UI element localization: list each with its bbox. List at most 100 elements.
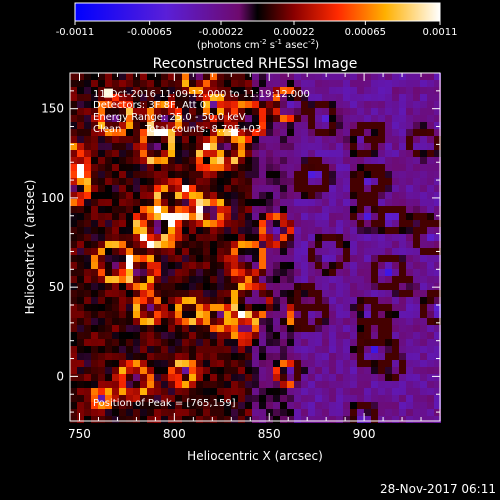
heatmap-pixel [98, 143, 105, 150]
heatmap-pixel [245, 409, 252, 416]
heatmap-pixel [70, 367, 77, 374]
heatmap-pixel [84, 304, 91, 311]
heatmap-pixel [245, 178, 252, 185]
heatmap-pixel [357, 332, 364, 339]
heatmap-pixel [105, 325, 112, 332]
heatmap-pixel [133, 339, 140, 346]
heatmap-pixel [420, 73, 427, 80]
heatmap-pixel [140, 164, 147, 171]
heatmap-pixel [105, 290, 112, 297]
heatmap-pixel [154, 367, 161, 374]
heatmap-pixel [378, 381, 385, 388]
heatmap-pixel [301, 122, 308, 129]
heatmap-pixel [434, 199, 441, 206]
heatmap-pixel [98, 150, 105, 157]
heatmap-pixel [210, 339, 217, 346]
heatmap-pixel [147, 101, 154, 108]
heatmap-pixel [196, 129, 203, 136]
heatmap-pixel [343, 332, 350, 339]
heatmap-pixel [322, 311, 329, 318]
heatmap-pixel [91, 409, 98, 416]
heatmap-pixel [140, 108, 147, 115]
heatmap-pixel [224, 241, 231, 248]
heatmap-pixel [399, 171, 406, 178]
heatmap-pixel [196, 143, 203, 150]
heatmap-pixel [245, 283, 252, 290]
heatmap-pixel [112, 234, 119, 241]
heatmap-pixel [336, 199, 343, 206]
heatmap-pixel [315, 115, 322, 122]
heatmap-pixel [98, 227, 105, 234]
heatmap-pixel [357, 381, 364, 388]
heatmap-pixel [252, 283, 259, 290]
heatmap-pixel [91, 171, 98, 178]
heatmap-pixel [364, 94, 371, 101]
heatmap-pixel [322, 150, 329, 157]
heatmap-pixel [133, 290, 140, 297]
heatmap-pixel [126, 255, 133, 262]
heatmap-pixel [238, 276, 245, 283]
heatmap-pixel [161, 346, 168, 353]
heatmap-pixel [427, 199, 434, 206]
heatmap-pixel [259, 185, 266, 192]
heatmap-pixel [189, 150, 196, 157]
heatmap-pixel [168, 227, 175, 234]
heatmap-pixel [189, 227, 196, 234]
heatmap-pixel [189, 325, 196, 332]
heatmap-pixel [182, 192, 189, 199]
heatmap-pixel [252, 129, 259, 136]
heatmap-pixel [175, 185, 182, 192]
heatmap-pixel [413, 143, 420, 150]
heatmap-pixel [105, 122, 112, 129]
heatmap-pixel [119, 213, 126, 220]
heatmap-pixel [119, 234, 126, 241]
heatmap-pixel [434, 262, 441, 269]
heatmap-pixel [182, 136, 189, 143]
heatmap-pixel [413, 241, 420, 248]
heatmap-pixel [210, 262, 217, 269]
heatmap-pixel [105, 206, 112, 213]
heatmap-pixel [84, 143, 91, 150]
heatmap-pixel [427, 101, 434, 108]
heatmap-pixel [175, 395, 182, 402]
heatmap-pixel [406, 346, 413, 353]
heatmap-pixel [91, 122, 98, 129]
heatmap-pixel [217, 220, 224, 227]
heatmap-pixel [259, 304, 266, 311]
heatmap-pixel [364, 122, 371, 129]
heatmap-pixel [203, 283, 210, 290]
heatmap-pixel [385, 332, 392, 339]
heatmap-pixel [224, 381, 231, 388]
heatmap-pixel [371, 227, 378, 234]
heatmap-pixel [329, 416, 336, 423]
heatmap-pixel [413, 255, 420, 262]
heatmap-pixel [378, 199, 385, 206]
heatmap-pixel [224, 136, 231, 143]
heatmap-pixel [266, 234, 273, 241]
heatmap-pixel [161, 108, 168, 115]
heatmap-pixel [217, 80, 224, 87]
heatmap-pixel [196, 388, 203, 395]
heatmap-pixel [98, 101, 105, 108]
heatmap-pixel [175, 115, 182, 122]
heatmap-pixel [168, 325, 175, 332]
heatmap-pixel [168, 416, 175, 423]
heatmap-pixel [350, 409, 357, 416]
heatmap-pixel [273, 269, 280, 276]
heatmap-pixel [420, 227, 427, 234]
heatmap-pixel [168, 150, 175, 157]
heatmap-pixel [119, 108, 126, 115]
heatmap-pixel [287, 206, 294, 213]
heatmap-pixel [308, 101, 315, 108]
heatmap-pixel [224, 353, 231, 360]
heatmap-pixel [399, 367, 406, 374]
heatmap-pixel [266, 332, 273, 339]
heatmap-pixel [175, 339, 182, 346]
chart-title: Reconstructed RHESSI Image [153, 56, 358, 72]
heatmap-pixel [147, 136, 154, 143]
heatmap-pixel [203, 234, 210, 241]
heatmap-pixel [140, 157, 147, 164]
heatmap-pixel [273, 199, 280, 206]
heatmap-pixel [210, 199, 217, 206]
heatmap-pixel [385, 381, 392, 388]
